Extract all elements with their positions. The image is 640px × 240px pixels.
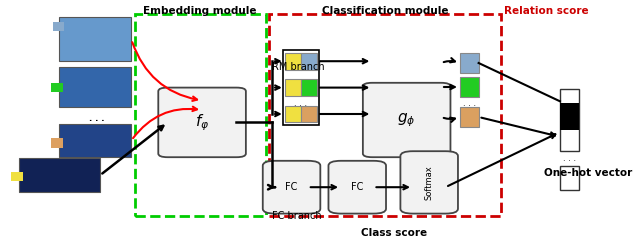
Bar — [285, 53, 301, 70]
Text: $g_{\phi}$: $g_{\phi}$ — [397, 111, 416, 129]
Bar — [301, 53, 317, 70]
Text: Classification module: Classification module — [321, 6, 448, 16]
Text: . . .: . . . — [89, 114, 105, 123]
Bar — [460, 77, 479, 97]
Text: . . .: . . . — [294, 99, 307, 108]
FancyBboxPatch shape — [363, 83, 451, 157]
Bar — [51, 83, 63, 92]
Bar — [269, 14, 500, 216]
Bar — [60, 67, 131, 107]
Bar — [285, 79, 301, 96]
Text: FC: FC — [351, 182, 364, 192]
Bar — [560, 89, 579, 151]
Bar — [301, 106, 317, 122]
Text: . . .: . . . — [563, 154, 576, 163]
Text: RM branch: RM branch — [272, 62, 324, 72]
Bar — [60, 17, 131, 61]
Bar — [53, 22, 65, 31]
Text: One-hot vector: One-hot vector — [544, 168, 632, 178]
Text: FC branch: FC branch — [272, 211, 322, 221]
Text: . . .: . . . — [463, 99, 476, 108]
Text: Relation score: Relation score — [504, 6, 588, 16]
Bar — [460, 53, 479, 73]
Bar — [560, 103, 579, 130]
Bar — [19, 158, 100, 192]
Bar — [460, 107, 479, 127]
Text: FC: FC — [285, 182, 298, 192]
Bar — [301, 79, 317, 96]
Text: Embedding module: Embedding module — [143, 6, 257, 16]
Bar — [12, 172, 22, 181]
Bar — [51, 138, 63, 148]
Bar — [134, 14, 266, 216]
Text: $f_{\varphi}$: $f_{\varphi}$ — [195, 112, 209, 133]
Bar — [283, 50, 319, 125]
Bar — [60, 124, 131, 157]
Text: Class score: Class score — [361, 228, 428, 238]
FancyBboxPatch shape — [263, 161, 321, 214]
FancyBboxPatch shape — [158, 88, 246, 157]
Bar — [560, 166, 579, 190]
FancyBboxPatch shape — [401, 151, 458, 214]
Bar — [285, 106, 301, 122]
Text: Softmax: Softmax — [425, 165, 434, 200]
FancyBboxPatch shape — [328, 161, 386, 214]
